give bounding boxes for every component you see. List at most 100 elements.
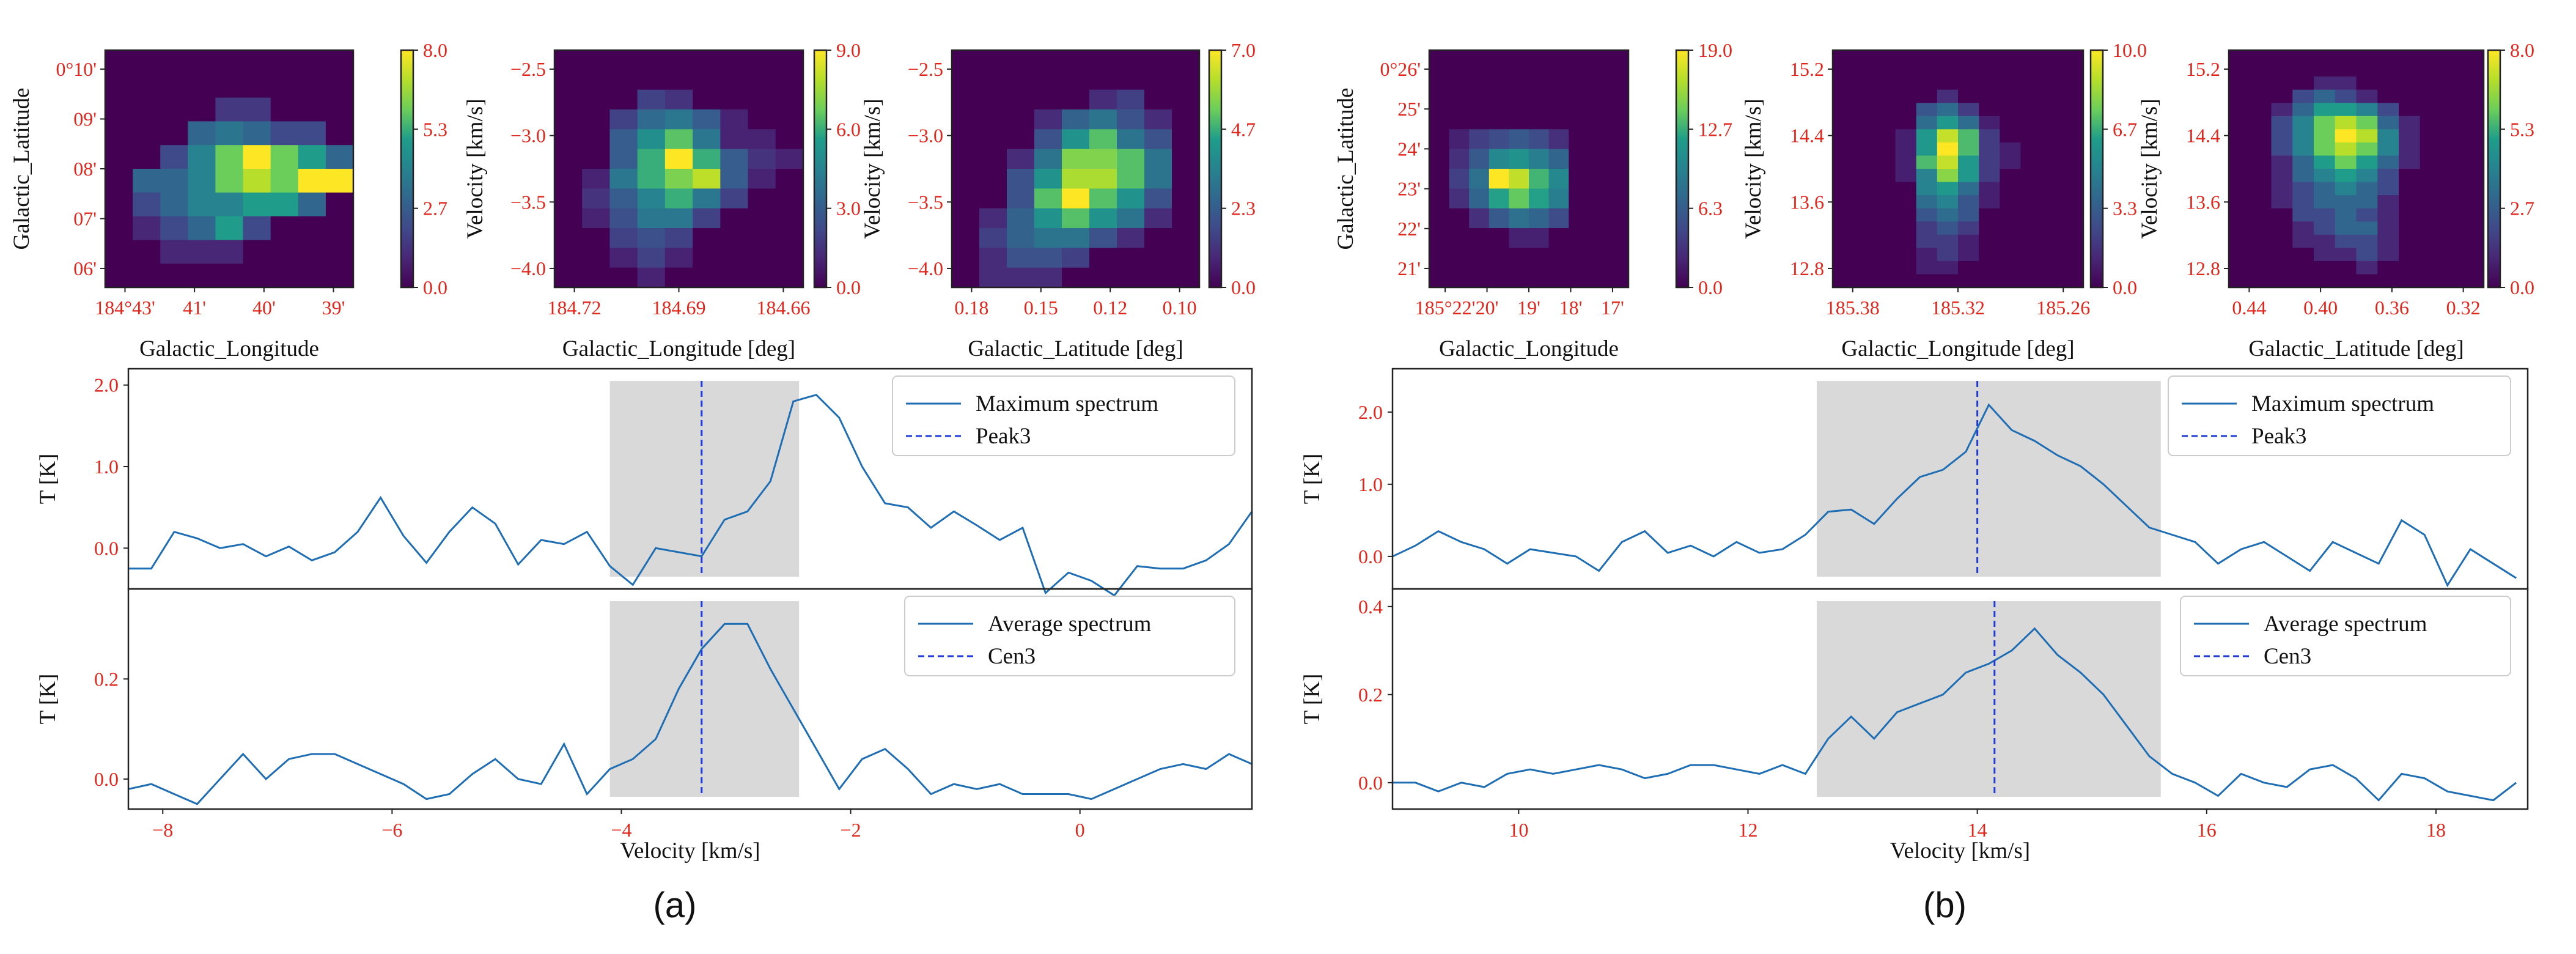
heatmap-cell	[952, 89, 980, 110]
colorbar-tick-label: 7.0	[1231, 39, 1256, 61]
heatmap-cell	[105, 50, 133, 75]
heatmap-cell	[1608, 169, 1629, 189]
heatmap-cell	[1007, 129, 1035, 150]
heatmap-cell	[2335, 195, 2357, 209]
heatmap-cell	[720, 188, 749, 209]
velocity-range-span	[609, 381, 800, 577]
heatmap-cell	[1529, 169, 1550, 189]
x-tick-label: 39'	[322, 297, 345, 319]
heatmap-cell	[2000, 155, 2022, 169]
heatmap-cell	[1916, 89, 1938, 103]
heatmap-cell	[609, 50, 638, 70]
heatmap-cell	[775, 208, 804, 229]
heatmap-cell	[2314, 169, 2336, 183]
spectrum-b-maximum: 0.0 1.0 2.0 T [K] Maximum spectrum Peak3	[1300, 368, 2529, 590]
heatmap-cell	[952, 208, 980, 229]
heatmap-cell	[952, 267, 980, 288]
spectrum-frame	[127, 588, 1253, 810]
y-tick-label: 1.0	[94, 456, 119, 478]
heatmap-cell	[1937, 142, 1959, 157]
x-tick-label: 0.44	[2232, 297, 2266, 319]
heatmap-cell	[1034, 89, 1062, 110]
heatmap-cell	[1833, 221, 1854, 235]
heatmap-cell	[2314, 129, 2336, 143]
heatmap-cell	[2229, 50, 2251, 64]
heatmap-cell	[2020, 248, 2042, 262]
heatmap-cell	[1569, 50, 1589, 70]
heatmap-cell	[554, 248, 583, 268]
heatmap-cell	[1489, 267, 1509, 288]
heatmap-cell	[1449, 188, 1470, 209]
x-tick-label: 0.12	[1093, 297, 1127, 319]
heatmap-cell	[1172, 267, 1200, 288]
heatmap-cell	[2041, 248, 2063, 262]
heatmap-cell	[1144, 50, 1172, 70]
heatmap-cell	[2250, 182, 2272, 196]
heatmap-cell	[1172, 228, 1200, 248]
heatmap-cell	[1569, 208, 1589, 229]
heatmap-cell	[609, 188, 638, 209]
heatmap-cell	[1144, 129, 1172, 150]
heatmap-cell	[2000, 142, 2022, 157]
heatmap-cell	[215, 97, 244, 122]
heatmap-cell	[2000, 182, 2022, 196]
heatmap-cell	[1853, 129, 1875, 143]
heatmap-cell	[2041, 208, 2063, 222]
heatmap-cell	[1429, 70, 1450, 91]
heatmap-cell	[775, 50, 804, 70]
heatmap-cell	[1449, 70, 1470, 91]
heatmap-cell	[1062, 228, 1090, 248]
heatmap-cell	[2399, 195, 2421, 209]
spectrum-line	[1392, 403, 2517, 588]
heatmap-cell	[1449, 129, 1470, 150]
heatmap-cell	[1172, 149, 1200, 169]
heatmap-cell	[1034, 50, 1062, 70]
heatmap-cell	[1569, 248, 1589, 268]
map-frame	[951, 49, 1201, 289]
heatmap-cell	[1833, 248, 1854, 262]
x-tick-label: 185°22'	[1415, 297, 1476, 319]
heatmap-cell	[2314, 248, 2336, 262]
heatmap-cell	[188, 121, 216, 146]
heatmap-cell	[1172, 248, 1200, 268]
heatmap-cell	[609, 149, 638, 169]
heatmap-cell	[637, 208, 666, 229]
heatmap-cell	[2250, 63, 2272, 77]
y-axis-label: Velocity [km/s]	[1741, 98, 1766, 239]
heatmap-cell	[133, 216, 161, 240]
heatmap-cell	[1874, 63, 1896, 77]
heatmap-cell	[554, 70, 583, 91]
colorbar-tick-label: 2.7	[2510, 198, 2534, 220]
heatmap-cell	[1489, 70, 1509, 91]
heatmap-cell	[1449, 109, 1470, 130]
heatmap-cell	[1937, 89, 1959, 103]
heatmap-cell	[1895, 50, 1917, 64]
x-tick-label: 40'	[252, 297, 276, 319]
heatmap-cell	[2462, 274, 2484, 288]
heatmap-cell	[720, 109, 749, 130]
x-tick-label: 0	[1075, 819, 1085, 841]
heatmap-cell	[2356, 129, 2378, 143]
heatmap-cell	[2441, 50, 2463, 64]
heatmap-cell	[1089, 248, 1117, 268]
heatmap-cell	[1979, 50, 2000, 64]
heatmap-cell	[325, 192, 354, 217]
heatmap-cell	[1895, 261, 1917, 275]
heatmap-cell	[1588, 70, 1609, 91]
colorbar-frame	[1675, 49, 1690, 289]
heatmap-cell	[105, 240, 133, 264]
heatmap-cell	[2292, 234, 2314, 248]
moment-map-b-2: 185.38 185.32 185.26 15.2 14.4 13.6 12.8 Galact…	[1741, 39, 2147, 361]
heatmap-cell	[1007, 70, 1035, 91]
heatmap-cell	[1916, 221, 1938, 235]
panel-label: (b)	[1923, 886, 1967, 925]
heatmap-cell	[2062, 129, 2084, 143]
x-axis-label: Galactic_Longitude [deg]	[1841, 336, 2074, 361]
heatmap-cell	[1874, 195, 1896, 209]
heatmap-cell	[2020, 89, 2042, 103]
heatmap-cell	[952, 50, 980, 70]
heatmap-cell	[2000, 221, 2022, 235]
heatmap-cell	[1833, 274, 1854, 288]
heatmap-cell	[775, 89, 804, 110]
heatmap-cell	[1172, 188, 1200, 209]
